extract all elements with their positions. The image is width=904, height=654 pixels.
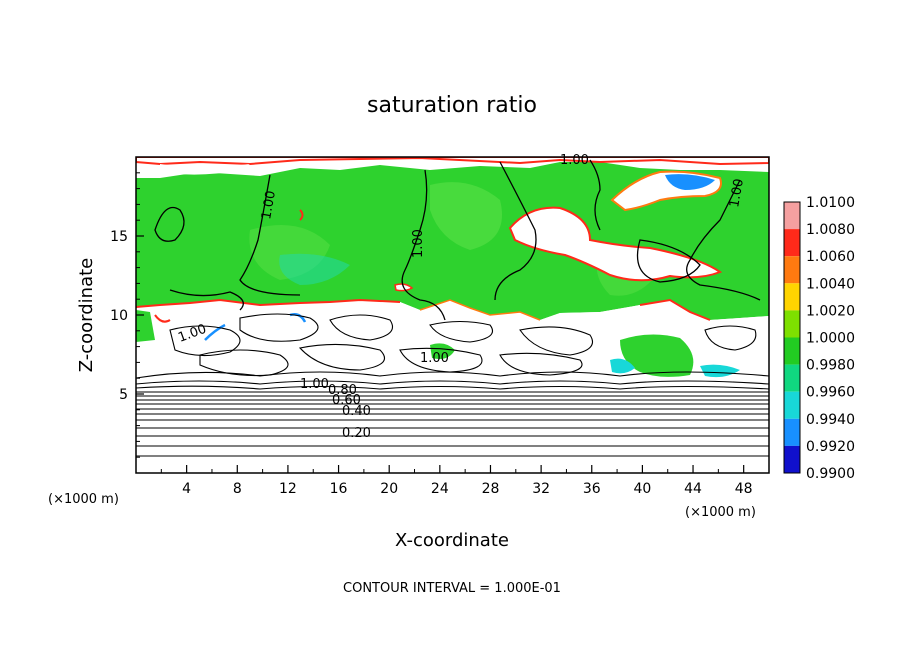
colorbar-swatch [784, 310, 800, 338]
colorbar-label: 0.9980 [806, 358, 855, 374]
plot-area [136, 157, 769, 473]
colorbar-frame [783, 201, 801, 474]
x-tick-label: 48 [735, 481, 753, 497]
contour-label: 1.00 [420, 351, 449, 366]
colorbar-swatch [784, 229, 800, 257]
blue-spot [665, 174, 715, 190]
colorbar-swatch [784, 391, 800, 419]
contours-upper [154, 159, 761, 321]
y-tick-label: 15 [110, 229, 128, 245]
white-hole [508, 206, 723, 282]
colorbar-label: 0.9960 [806, 385, 855, 401]
contour-label: 1.00 [560, 153, 589, 168]
x-tick-label: 4 [182, 481, 191, 497]
cyan-lower-patch [700, 364, 740, 378]
colorbar-label: 1.0100 [806, 195, 855, 211]
contour-interval-note: CONTOUR INTERVAL = 1.000E-01 [343, 581, 561, 596]
y-tick-label: 5 [119, 387, 128, 403]
x-axis-ticks: 4 8 12 16 20 24 28 32 36 40 44 48 [160, 465, 753, 497]
colorbar-swatch [784, 418, 800, 446]
y-tick-label: 10 [110, 308, 128, 324]
x-tick-label: 20 [380, 481, 398, 497]
blue-streak [204, 323, 226, 341]
x-tick-label: 12 [279, 481, 297, 497]
green-patch [430, 182, 502, 250]
contour-label: 1.00 [411, 229, 426, 258]
contour-label: 0.60 [332, 393, 361, 408]
contour-label: 0.40 [342, 404, 371, 419]
contour-label: 0.80 [328, 383, 357, 398]
chart-title: saturation ratio [367, 93, 537, 118]
colorbar-swatch [784, 283, 800, 311]
green-lower-patch [620, 334, 694, 377]
x-tick-label: 24 [431, 481, 449, 497]
x-unit-label: (×1000 m) [685, 505, 756, 520]
x-tick-label: 32 [532, 481, 550, 497]
colorbar: 1.0100 1.0080 1.0060 1.0040 1.0020 1.0000 0.99… [783, 195, 855, 482]
colorbar-label: 1.0080 [806, 222, 855, 238]
white-top-strip [136, 157, 769, 166]
colorbar-swatch [784, 337, 800, 365]
colorbar-label: 1.0040 [806, 276, 855, 292]
x-tick-label: 28 [482, 481, 500, 497]
colorbar-label: 1.0020 [806, 303, 855, 319]
x-tick-label: 36 [583, 481, 601, 497]
white-top-strip [160, 164, 250, 175]
red-streak [154, 314, 171, 323]
colorbar-label: 1.0000 [806, 331, 855, 347]
red-edge [136, 298, 401, 308]
y-axis-ticks: 5 10 15 [110, 172, 144, 458]
contours-lower [136, 313, 769, 457]
colorbar-label: 1.0060 [806, 249, 855, 265]
contour-label: 0.20 [342, 426, 371, 441]
x-axis-label: X-coordinate [395, 530, 509, 551]
red-streak [299, 209, 304, 221]
contour-label: 1.00 [727, 178, 747, 209]
orange-edge [419, 299, 541, 321]
contour-label: 1.00 [300, 377, 329, 392]
cyan-lower-patch [610, 358, 635, 374]
x-tick-label: 16 [330, 481, 348, 497]
colorbar-label: 0.9920 [806, 439, 855, 455]
colorbar-swatch [784, 202, 800, 230]
colorbar-swatch [784, 364, 800, 392]
colorbar-swatch [784, 445, 800, 473]
x-tick-label: 40 [633, 481, 651, 497]
x-tick-label: 8 [233, 481, 242, 497]
cyan-patch [279, 253, 350, 285]
z-unit-label: (×1000 m) [48, 492, 119, 507]
green-edge-patch [136, 310, 155, 342]
x-tick-label: 44 [684, 481, 702, 497]
green-lower-patch [430, 343, 455, 359]
colorbar-label: 0.9900 [806, 466, 855, 482]
colorbar-label: 0.9940 [806, 412, 855, 428]
contour-label: 1.00 [259, 190, 279, 221]
red-edge [639, 298, 711, 321]
colorbar-swatch [784, 256, 800, 284]
y-axis-label: Z-coordinate [76, 258, 97, 373]
